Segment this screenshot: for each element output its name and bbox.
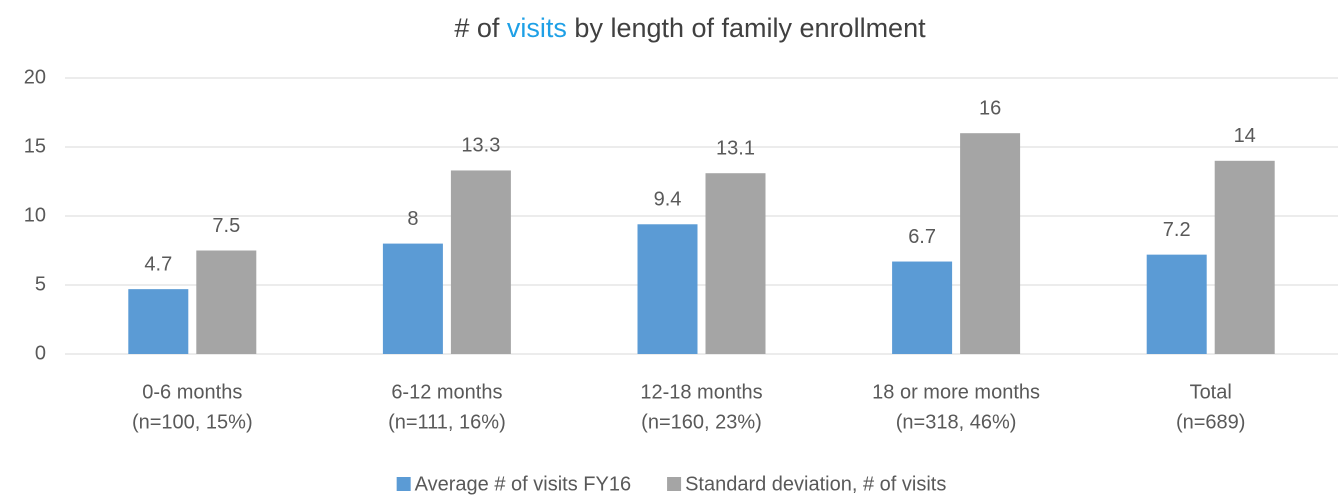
x-tick-label: (n=318, 46%) bbox=[896, 411, 1017, 433]
x-tick-label: 12-18 months bbox=[640, 381, 762, 403]
x-tick-label: (n=100, 15%) bbox=[132, 411, 253, 433]
y-tick-label: 15 bbox=[24, 135, 46, 157]
value-label: 6.7 bbox=[908, 226, 936, 248]
x-tick-label: 18 or more months bbox=[872, 381, 1040, 403]
chart-title: # of visits by length of family enrollme… bbox=[454, 13, 926, 43]
bar bbox=[892, 261, 953, 354]
y-tick-label: 0 bbox=[35, 342, 46, 364]
bar bbox=[196, 250, 257, 354]
legend-swatch bbox=[396, 477, 411, 491]
y-tick-label: 10 bbox=[24, 204, 46, 226]
value-label: 13.1 bbox=[716, 138, 755, 160]
x-tick-label: (n=160, 23%) bbox=[641, 411, 762, 433]
x-tick-label: (n=689) bbox=[1176, 411, 1246, 433]
legend-label: Average # of visits FY16 bbox=[415, 473, 631, 495]
value-label: 8 bbox=[407, 208, 418, 230]
legend: Average # of visits FY16 Standard deviati… bbox=[396, 473, 946, 495]
bar bbox=[382, 243, 443, 354]
value-label: 7.5 bbox=[212, 215, 240, 237]
value-label: 14 bbox=[1234, 125, 1256, 147]
x-tick-label: Total bbox=[1190, 381, 1232, 403]
x-tick-label: 0-6 months bbox=[142, 381, 242, 403]
x-tick-label: (n=111, 16%) bbox=[388, 411, 506, 433]
value-label: 7.2 bbox=[1163, 219, 1191, 241]
title-part: visits bbox=[507, 13, 567, 43]
x-tick-label: 6-12 months bbox=[391, 381, 502, 403]
value-label: 4.7 bbox=[144, 253, 172, 275]
value-label: 9.4 bbox=[654, 189, 682, 211]
bar bbox=[637, 224, 698, 354]
bar bbox=[450, 170, 511, 354]
y-tick-label: 5 bbox=[35, 273, 46, 295]
y-tick-label: 20 bbox=[24, 66, 46, 88]
bar bbox=[960, 133, 1021, 354]
legend-swatch bbox=[667, 477, 682, 491]
bar bbox=[1214, 160, 1275, 354]
title-part: by length of family enrollment bbox=[567, 13, 926, 43]
value-label: 13.3 bbox=[461, 135, 500, 157]
legend-label: Standard deviation, # of visits bbox=[685, 473, 946, 495]
bar bbox=[705, 173, 766, 354]
bar bbox=[1146, 254, 1207, 354]
bar bbox=[128, 289, 189, 354]
value-label: 16 bbox=[979, 97, 1001, 119]
title-part: # of bbox=[454, 13, 507, 43]
